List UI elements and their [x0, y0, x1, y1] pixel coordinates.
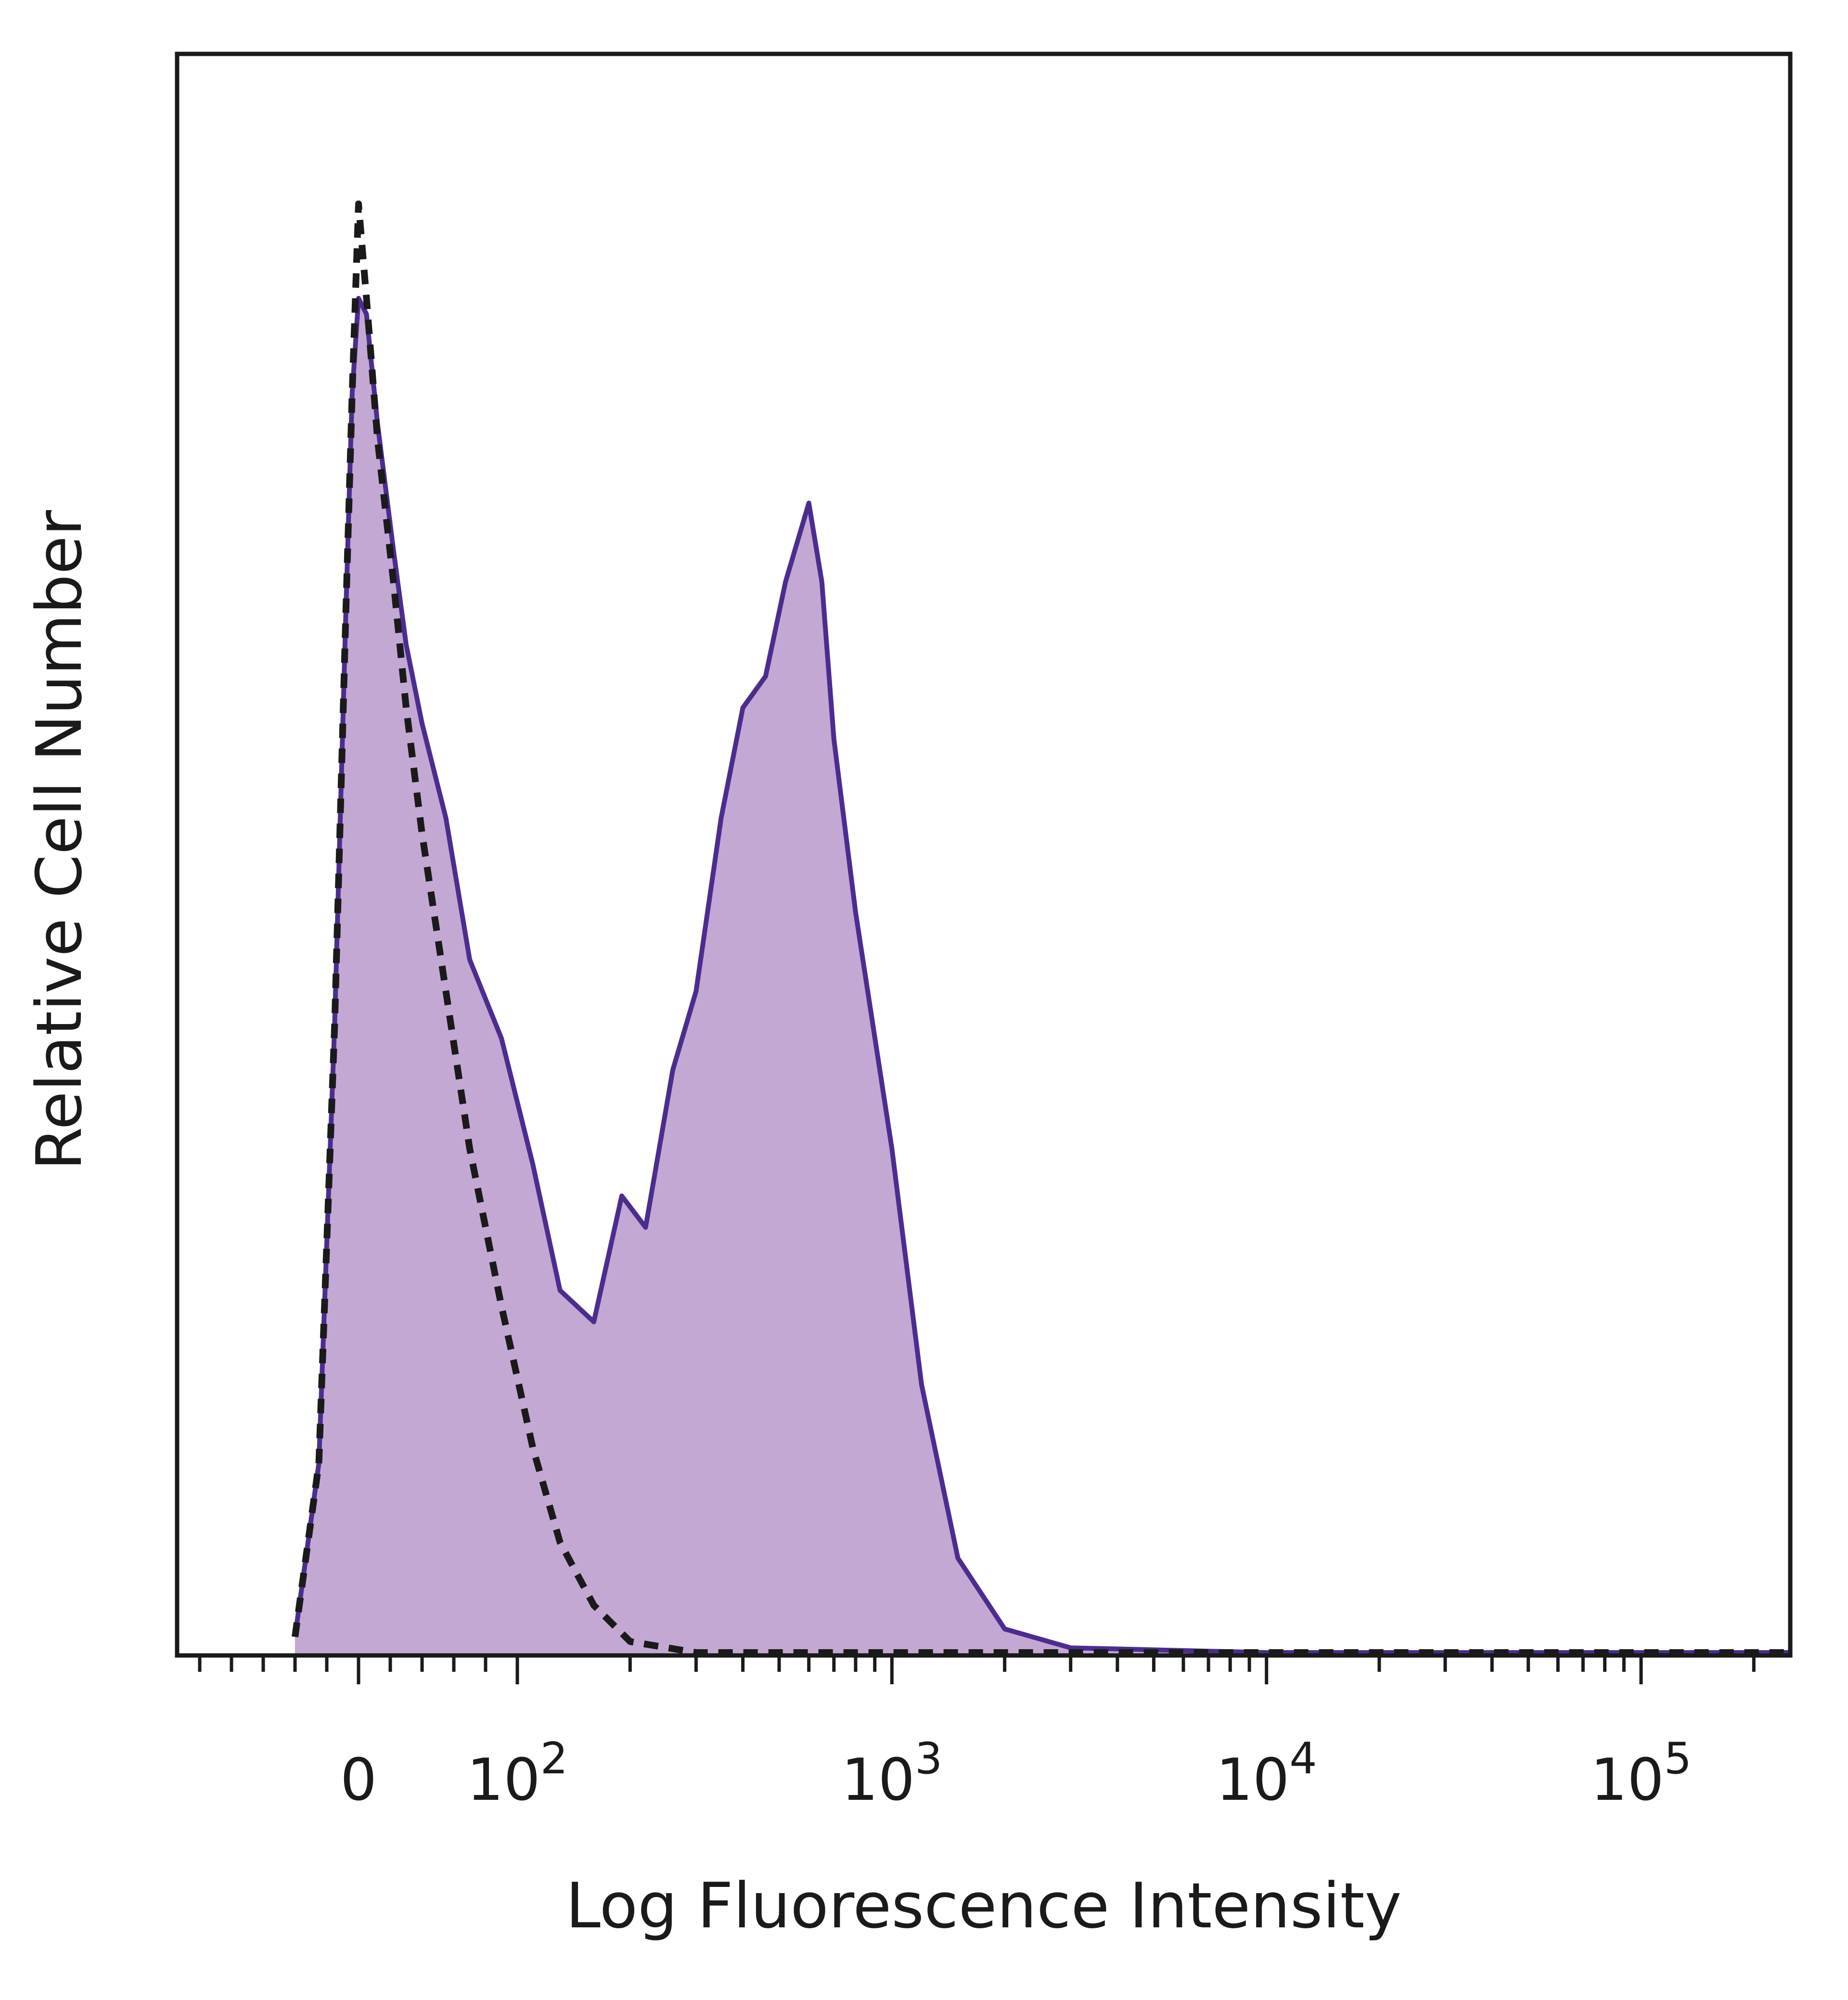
x-axis-tick-labels: 0 102 103 104 105 — [340, 1733, 1692, 1814]
y-axis-title: Relative Cell Number — [23, 510, 96, 1170]
isotype-control-dashed-line — [292, 200, 1788, 1656]
x-tick-label: 104 — [1216, 1733, 1317, 1814]
series-layer — [292, 200, 1788, 1656]
x-tick-label: 103 — [841, 1733, 942, 1814]
plot-frame — [175, 51, 1793, 1658]
stained-sample-outline — [293, 295, 1788, 1655]
x-tick-label: 105 — [1591, 1733, 1692, 1814]
x-tick-label: 102 — [467, 1733, 568, 1814]
stained-sample-fill — [295, 298, 1788, 1654]
x-axis-title: Log Fluorescence Intensity — [565, 1869, 1401, 1942]
x-tick-label: 0 — [340, 1747, 377, 1814]
x-axis-ticks — [198, 1655, 1756, 1684]
